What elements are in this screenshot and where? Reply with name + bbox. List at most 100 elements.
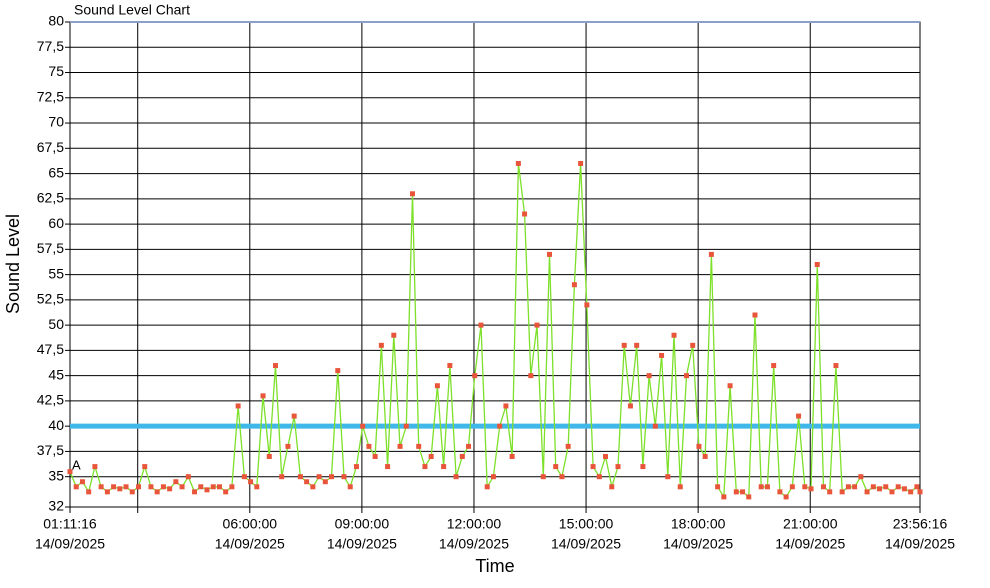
- data-point: [403, 423, 409, 429]
- data-point: [111, 484, 117, 490]
- data-point: [304, 479, 310, 485]
- data-point: [895, 484, 901, 490]
- data-point: [571, 282, 577, 288]
- data-point: [596, 474, 602, 480]
- data-point: [235, 403, 241, 409]
- data-point: [329, 474, 335, 480]
- data-point: [391, 332, 397, 338]
- data-point: [148, 484, 154, 490]
- data-point: [671, 332, 677, 338]
- data-point: [845, 484, 851, 490]
- x-axis-label: Time: [475, 556, 514, 576]
- y-tick-label: 50: [48, 316, 64, 332]
- data-point: [378, 342, 384, 348]
- data-point: [73, 484, 79, 490]
- y-tick-label: 47,5: [37, 341, 64, 357]
- data-point: [497, 423, 503, 429]
- data-point: [154, 489, 160, 495]
- data-point: [721, 494, 727, 500]
- data-point: [746, 494, 752, 500]
- data-point: [167, 486, 173, 492]
- x-tick-label: 21:00:00: [783, 516, 838, 532]
- data-point: [335, 368, 341, 374]
- x-tick-label: 14/09/2025: [215, 536, 285, 552]
- y-tick-label: 67,5: [37, 139, 64, 155]
- x-tick-label: 18:00:00: [671, 516, 726, 532]
- y-tick-label: 60: [48, 215, 64, 231]
- data-point: [796, 413, 802, 419]
- data-point: [503, 403, 509, 409]
- data-point: [229, 484, 235, 490]
- data-point: [453, 474, 459, 480]
- data-point: [204, 487, 210, 493]
- data-point: [353, 464, 359, 470]
- data-point: [291, 413, 297, 419]
- data-point: [223, 489, 229, 495]
- data-point: [640, 464, 646, 470]
- y-tick-label: 55: [48, 265, 64, 281]
- data-point: [117, 486, 123, 492]
- data-point: [758, 484, 764, 490]
- data-point: [92, 464, 98, 470]
- data-point: [104, 489, 110, 495]
- data-point: [341, 474, 347, 480]
- data-point: [248, 479, 254, 485]
- x-tick-label: 23:56:16: [893, 516, 948, 532]
- x-tick-label: 14/09/2025: [439, 536, 509, 552]
- data-point: [814, 262, 820, 267]
- y-tick-label: 35: [48, 467, 64, 483]
- data-point: [615, 464, 621, 470]
- data-point: [877, 486, 883, 492]
- y-tick-label: 45: [48, 366, 64, 382]
- data-point: [764, 484, 770, 490]
- data-point: [565, 443, 571, 449]
- data-point: [621, 342, 627, 348]
- data-point: [397, 443, 403, 449]
- data-point: [490, 474, 496, 480]
- data-point: [740, 489, 746, 495]
- data-point: [609, 484, 615, 490]
- data-point: [646, 373, 652, 379]
- data-point: [241, 474, 247, 480]
- data-point: [802, 484, 808, 490]
- data-point: [553, 464, 559, 470]
- x-tick-label: 14/09/2025: [327, 536, 397, 552]
- y-tick-label: 75: [48, 63, 64, 79]
- data-point: [142, 464, 148, 470]
- data-point: [198, 484, 204, 490]
- data-point: [466, 443, 472, 449]
- x-tick-label: 14/09/2025: [35, 536, 105, 552]
- data-point: [422, 464, 428, 470]
- data-point: [86, 489, 92, 495]
- data-point: [272, 363, 278, 369]
- data-point: [696, 443, 702, 449]
- data-point: [210, 484, 216, 490]
- y-tick-label: 65: [48, 164, 64, 180]
- data-point: [683, 373, 689, 379]
- data-point: [659, 352, 665, 358]
- data-point: [478, 322, 484, 328]
- data-point: [297, 474, 303, 480]
- x-tick-label: 14/09/2025: [663, 536, 733, 552]
- data-point: [260, 393, 266, 399]
- y-tick-label: 37,5: [37, 442, 64, 458]
- data-point: [322, 479, 328, 485]
- data-point: [858, 474, 864, 480]
- data-point: [864, 489, 870, 495]
- data-point: [917, 489, 923, 495]
- x-tick-label: 12:00:00: [447, 516, 502, 532]
- data-point: [266, 453, 272, 459]
- data-point: [777, 489, 783, 495]
- y-tick-label: 80: [48, 13, 64, 29]
- data-point: [160, 484, 166, 490]
- chart-title: Sound Level Chart: [74, 2, 190, 18]
- data-point: [578, 160, 584, 166]
- data-point: [360, 423, 366, 429]
- y-tick-label: 72,5: [37, 88, 64, 104]
- x-tick-label: 15:00:00: [559, 516, 614, 532]
- data-point: [129, 489, 135, 495]
- data-point: [833, 363, 839, 369]
- data-point: [652, 423, 658, 429]
- data-point: [522, 211, 528, 217]
